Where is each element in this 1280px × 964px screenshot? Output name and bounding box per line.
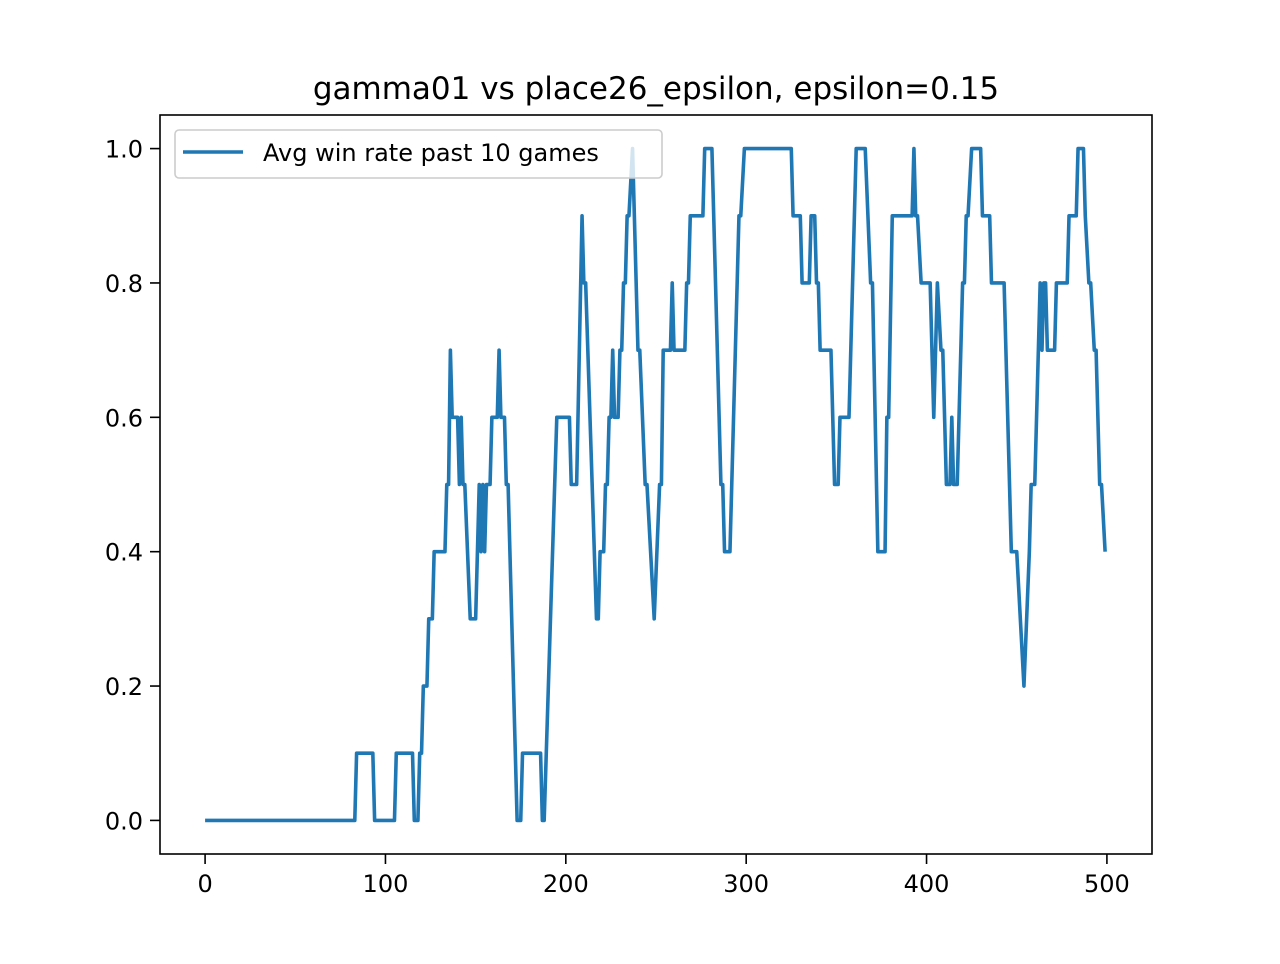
x-tick-label: 300 [723, 870, 769, 898]
x-tick-label: 0 [197, 870, 212, 898]
y-tick-label: 0.4 [105, 539, 143, 567]
legend-box [174, 129, 663, 179]
y-tick-label: 1.0 [105, 136, 143, 164]
legend-label: Avg win rate past 10 games [263, 139, 599, 167]
x-tick-label: 400 [904, 870, 950, 898]
x-tick-label: 500 [1084, 870, 1130, 898]
chart-title: gamma01 vs place26_epsilon, epsilon=0.15 [313, 71, 999, 107]
y-tick-label: 0.8 [105, 270, 143, 298]
x-tick-label: 100 [363, 870, 409, 898]
y-tick-label: 0.0 [105, 807, 143, 835]
y-tick-label: 0.6 [105, 404, 143, 432]
y-tick-label: 0.2 [105, 673, 143, 701]
data-line [205, 146, 1107, 823]
x-tick-label: 200 [543, 870, 589, 898]
plot-frame [159, 114, 1153, 855]
